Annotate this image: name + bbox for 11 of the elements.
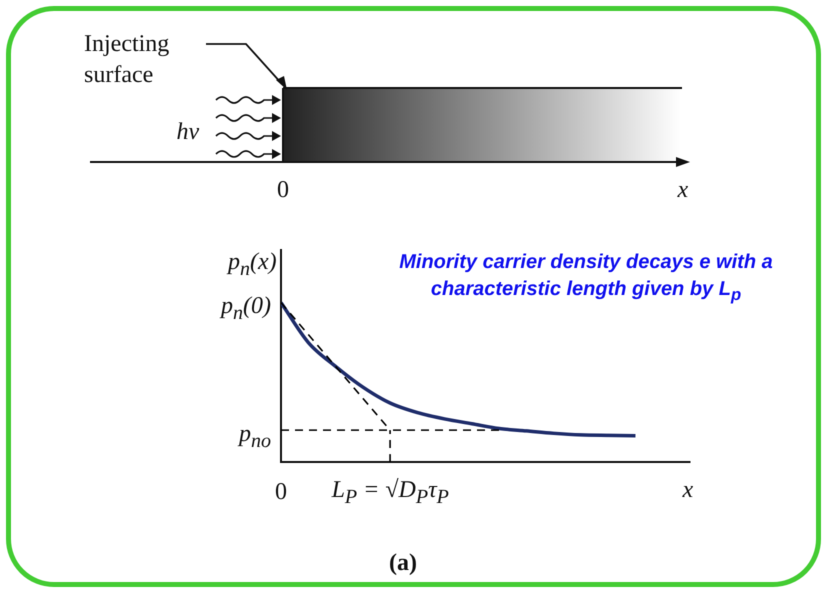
x-tick-label: L$_{P}$ = √D$_{P}$τ$_{P}$ (332, 476, 449, 508)
text: (a) (389, 550, 417, 576)
annotation: Minority carrier density decays e with a characteristic length given by L$_{p}$ (399, 251, 773, 304)
text: Injecting surface (84, 30, 170, 90)
annotation: p$_{n}$(0) (221, 293, 271, 324)
y-axis-title: p$_{n}$(x) (228, 248, 277, 280)
text: hν (176, 119, 200, 145)
x-axis-title: x (682, 477, 694, 503)
text: x (678, 177, 688, 203)
annotation: p$_{no}$ (239, 420, 271, 452)
text: 0 (277, 177, 289, 203)
